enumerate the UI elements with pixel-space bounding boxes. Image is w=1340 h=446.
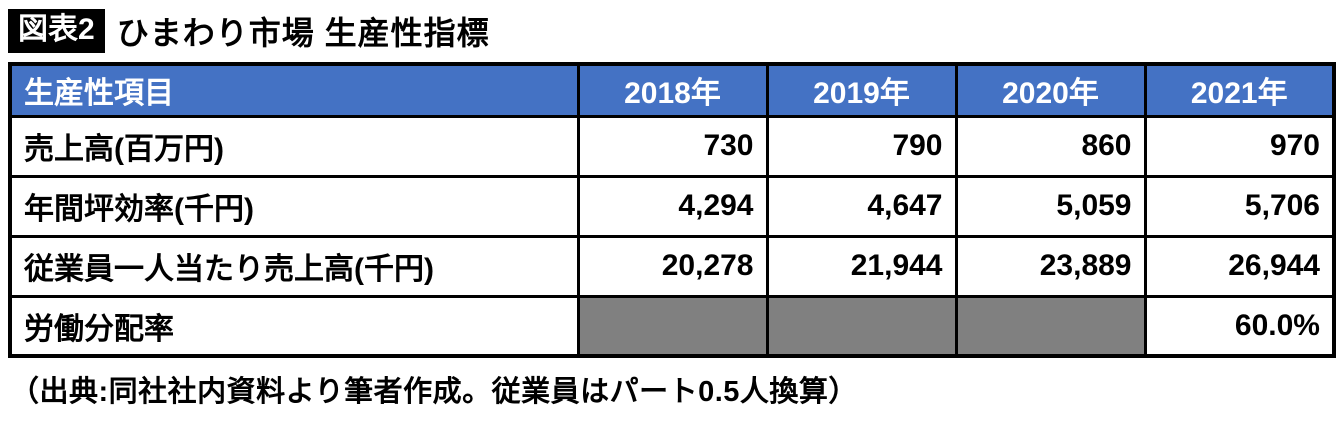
header-cell-2018: 2018年 bbox=[576, 62, 769, 118]
figure-title-text: ひまわり市場 生産性指標 bbox=[116, 15, 490, 51]
empty-cell bbox=[576, 294, 769, 358]
value-cell: 23,889 bbox=[954, 234, 1147, 298]
figure-number-badge: 図表2 bbox=[8, 9, 105, 53]
header-cell-2019: 2019年 bbox=[765, 62, 958, 118]
figure-container: 図表2 ひまわり市場 生産性指標 生産性項目 2018年 2019年 2020年… bbox=[8, 6, 1336, 408]
empty-cell bbox=[765, 294, 958, 358]
table-row: 労働分配率 60.0% bbox=[8, 294, 1336, 358]
value-cell: 5,059 bbox=[954, 174, 1147, 238]
value-cell: 60.0% bbox=[1143, 294, 1336, 358]
header-cell-label: 生産性項目 bbox=[8, 62, 580, 118]
value-cell: 730 bbox=[576, 114, 769, 178]
table-row: 従業員一人当たり売上高(千円) 20,278 21,944 23,889 26,… bbox=[8, 234, 1336, 298]
value-cell: 4,294 bbox=[576, 174, 769, 238]
header-cell-2021: 2021年 bbox=[1143, 62, 1336, 118]
table-row: 年間坪効率(千円) 4,294 4,647 5,059 5,706 bbox=[8, 174, 1336, 238]
row-label: 従業員一人当たり売上高(千円) bbox=[8, 234, 580, 298]
value-cell: 20,278 bbox=[576, 234, 769, 298]
figure-title: 図表2 ひまわり市場 生産性指標 bbox=[8, 6, 1332, 56]
productivity-table: 生産性項目 2018年 2019年 2020年 2021年 売上高(百万円) 7… bbox=[8, 62, 1336, 358]
value-cell: 790 bbox=[765, 114, 958, 178]
header-cell-2020: 2020年 bbox=[954, 62, 1147, 118]
table-row: 売上高(百万円) 730 790 860 970 bbox=[8, 114, 1336, 178]
value-cell: 4,647 bbox=[765, 174, 958, 238]
row-label: 年間坪効率(千円) bbox=[8, 174, 580, 238]
value-cell: 21,944 bbox=[765, 234, 958, 298]
value-cell: 5,706 bbox=[1143, 174, 1336, 238]
value-cell: 26,944 bbox=[1143, 234, 1336, 298]
table-body: 売上高(百万円) 730 790 860 970 年間坪効率(千円) 4,294… bbox=[8, 114, 1336, 358]
row-label: 労働分配率 bbox=[8, 294, 580, 358]
row-label: 売上高(百万円) bbox=[8, 114, 580, 178]
header-row: 生産性項目 2018年 2019年 2020年 2021年 bbox=[8, 62, 1336, 118]
value-cell: 970 bbox=[1143, 114, 1336, 178]
source-note: （出典:同社社内資料より筆者作成。従業員はパート0.5人換算） bbox=[10, 376, 858, 408]
value-cell: 860 bbox=[954, 114, 1147, 178]
empty-cell bbox=[954, 294, 1147, 358]
table-header: 生産性項目 2018年 2019年 2020年 2021年 bbox=[8, 62, 1336, 118]
